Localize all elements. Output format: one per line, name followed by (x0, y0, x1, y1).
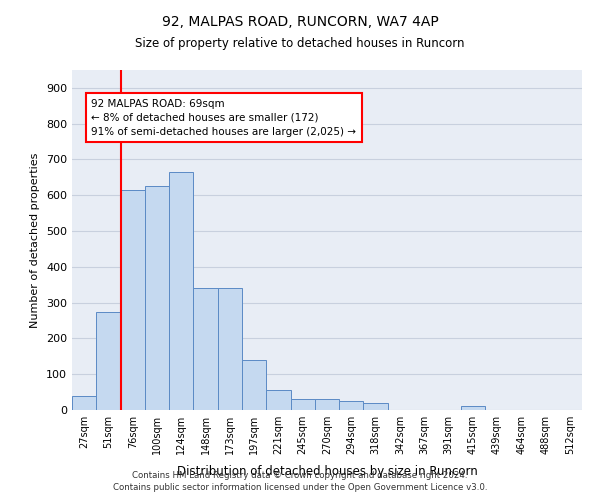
Bar (96, 312, 121, 410)
Text: Contains HM Land Registry data © Crown copyright and database right 2024.: Contains HM Land Registry data © Crown c… (132, 471, 468, 480)
Text: Size of property relative to detached houses in Runcorn: Size of property relative to detached ho… (135, 38, 465, 51)
Text: 92 MALPAS ROAD: 69sqm
← 8% of detached houses are smaller (172)
91% of semi-deta: 92 MALPAS ROAD: 69sqm ← 8% of detached h… (91, 98, 356, 136)
Text: Contains public sector information licensed under the Open Government Licence v3: Contains public sector information licen… (113, 484, 487, 492)
Bar (72, 396, 96, 410)
Bar (339, 401, 364, 410)
Bar (121, 190, 145, 410)
Bar (145, 186, 169, 410)
Y-axis label: Number of detached properties: Number of detached properties (31, 152, 40, 328)
Bar (315, 400, 339, 410)
Bar (266, 390, 290, 410)
Bar (242, 360, 266, 410)
X-axis label: Distribution of detached houses by size in Runcorn: Distribution of detached houses by size … (176, 466, 478, 478)
Bar (169, 172, 193, 410)
Text: 92, MALPAS ROAD, RUNCORN, WA7 4AP: 92, MALPAS ROAD, RUNCORN, WA7 4AP (161, 15, 439, 29)
Bar (364, 403, 388, 410)
Bar (193, 288, 218, 410)
Bar (461, 406, 485, 410)
Bar (290, 400, 315, 410)
Bar (218, 288, 242, 410)
